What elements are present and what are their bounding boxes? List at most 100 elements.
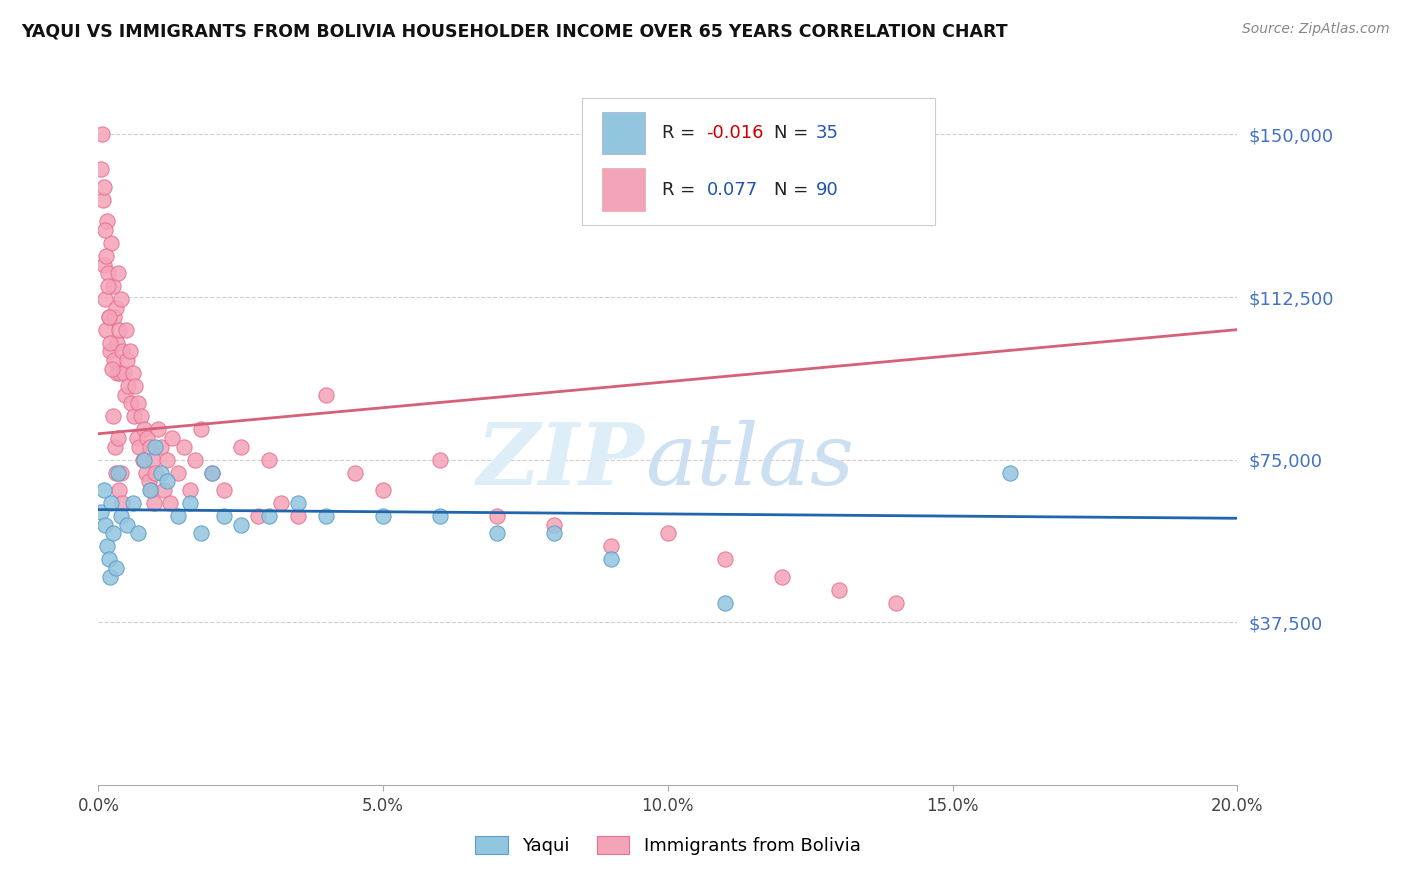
Point xyxy=(94,293,117,307)
Bar xyxy=(602,169,645,211)
Point xyxy=(150,466,173,480)
Point xyxy=(114,323,136,337)
Point xyxy=(107,466,129,480)
Text: atlas: atlas xyxy=(645,419,855,502)
Point xyxy=(429,509,451,524)
Point xyxy=(121,496,143,510)
Point xyxy=(179,496,201,510)
Point xyxy=(190,422,212,436)
Point xyxy=(179,483,201,497)
Point xyxy=(657,526,679,541)
Point xyxy=(229,517,252,532)
Point xyxy=(108,366,131,380)
Point xyxy=(98,344,121,359)
Point xyxy=(105,335,128,350)
Point xyxy=(486,526,509,541)
Point xyxy=(212,483,235,497)
Point xyxy=(343,466,366,480)
Point xyxy=(156,452,179,467)
Point xyxy=(190,526,212,541)
Point xyxy=(93,223,115,237)
Point xyxy=(107,266,129,280)
Point xyxy=(201,466,224,480)
Point xyxy=(117,379,139,393)
Text: Source: ZipAtlas.com: Source: ZipAtlas.com xyxy=(1241,22,1389,37)
Point xyxy=(96,540,118,554)
Point xyxy=(110,466,132,480)
Point xyxy=(138,483,160,497)
Point xyxy=(103,353,125,368)
Point xyxy=(98,570,121,584)
Point xyxy=(135,466,157,480)
Point xyxy=(148,422,170,436)
Point xyxy=(127,526,149,541)
Point xyxy=(287,509,309,524)
Point xyxy=(143,496,166,510)
Point xyxy=(97,266,120,280)
Point xyxy=(828,582,851,597)
Point xyxy=(111,344,134,359)
Point xyxy=(998,466,1021,480)
Point xyxy=(94,517,117,532)
Point xyxy=(122,409,145,424)
Point xyxy=(156,475,179,489)
Point xyxy=(114,387,136,401)
Point xyxy=(259,452,281,467)
Point xyxy=(714,552,737,566)
Point xyxy=(246,509,269,524)
Point xyxy=(212,509,235,524)
Text: N =: N = xyxy=(773,180,814,199)
Point xyxy=(110,509,132,524)
Point xyxy=(93,179,115,194)
Point xyxy=(97,310,120,324)
Point xyxy=(96,214,118,228)
Point xyxy=(141,452,163,467)
Point xyxy=(105,466,128,480)
Point xyxy=(145,440,167,454)
Point xyxy=(138,475,160,489)
Point xyxy=(714,596,737,610)
Point xyxy=(104,561,127,575)
Point xyxy=(167,466,190,480)
Point xyxy=(132,452,155,467)
Point xyxy=(287,496,309,510)
Text: N =: N = xyxy=(773,124,814,142)
Point xyxy=(127,431,149,445)
Point xyxy=(259,509,281,524)
Point xyxy=(100,361,122,376)
Point xyxy=(429,452,451,467)
Point xyxy=(132,422,155,436)
Point xyxy=(118,344,141,359)
Point xyxy=(150,440,173,454)
Text: YAQUI VS IMMIGRANTS FROM BOLIVIA HOUSEHOLDER INCOME OVER 65 YEARS CORRELATION CH: YAQUI VS IMMIGRANTS FROM BOLIVIA HOUSEHO… xyxy=(21,22,1008,40)
Point xyxy=(90,128,112,142)
Point xyxy=(104,440,127,454)
Point xyxy=(486,509,509,524)
Bar xyxy=(602,112,645,154)
Point xyxy=(93,483,115,497)
Point xyxy=(108,483,131,497)
Point xyxy=(101,526,124,541)
Point xyxy=(128,440,150,454)
Point xyxy=(135,431,157,445)
Point xyxy=(167,509,190,524)
Point xyxy=(100,235,122,250)
Point xyxy=(103,409,125,424)
Point xyxy=(315,387,337,401)
Text: 35: 35 xyxy=(815,124,839,142)
Point xyxy=(96,249,118,263)
Point xyxy=(90,162,112,177)
Point xyxy=(201,466,224,480)
Point xyxy=(132,452,155,467)
Point xyxy=(884,596,907,610)
Text: ZIP: ZIP xyxy=(477,419,645,502)
Point xyxy=(94,323,117,337)
Text: -0.016: -0.016 xyxy=(707,124,763,142)
Point xyxy=(101,279,124,293)
Point xyxy=(600,540,623,554)
Point xyxy=(129,409,152,424)
Point xyxy=(153,483,176,497)
Point xyxy=(104,301,127,315)
Text: R =: R = xyxy=(662,180,702,199)
Point xyxy=(105,366,128,380)
